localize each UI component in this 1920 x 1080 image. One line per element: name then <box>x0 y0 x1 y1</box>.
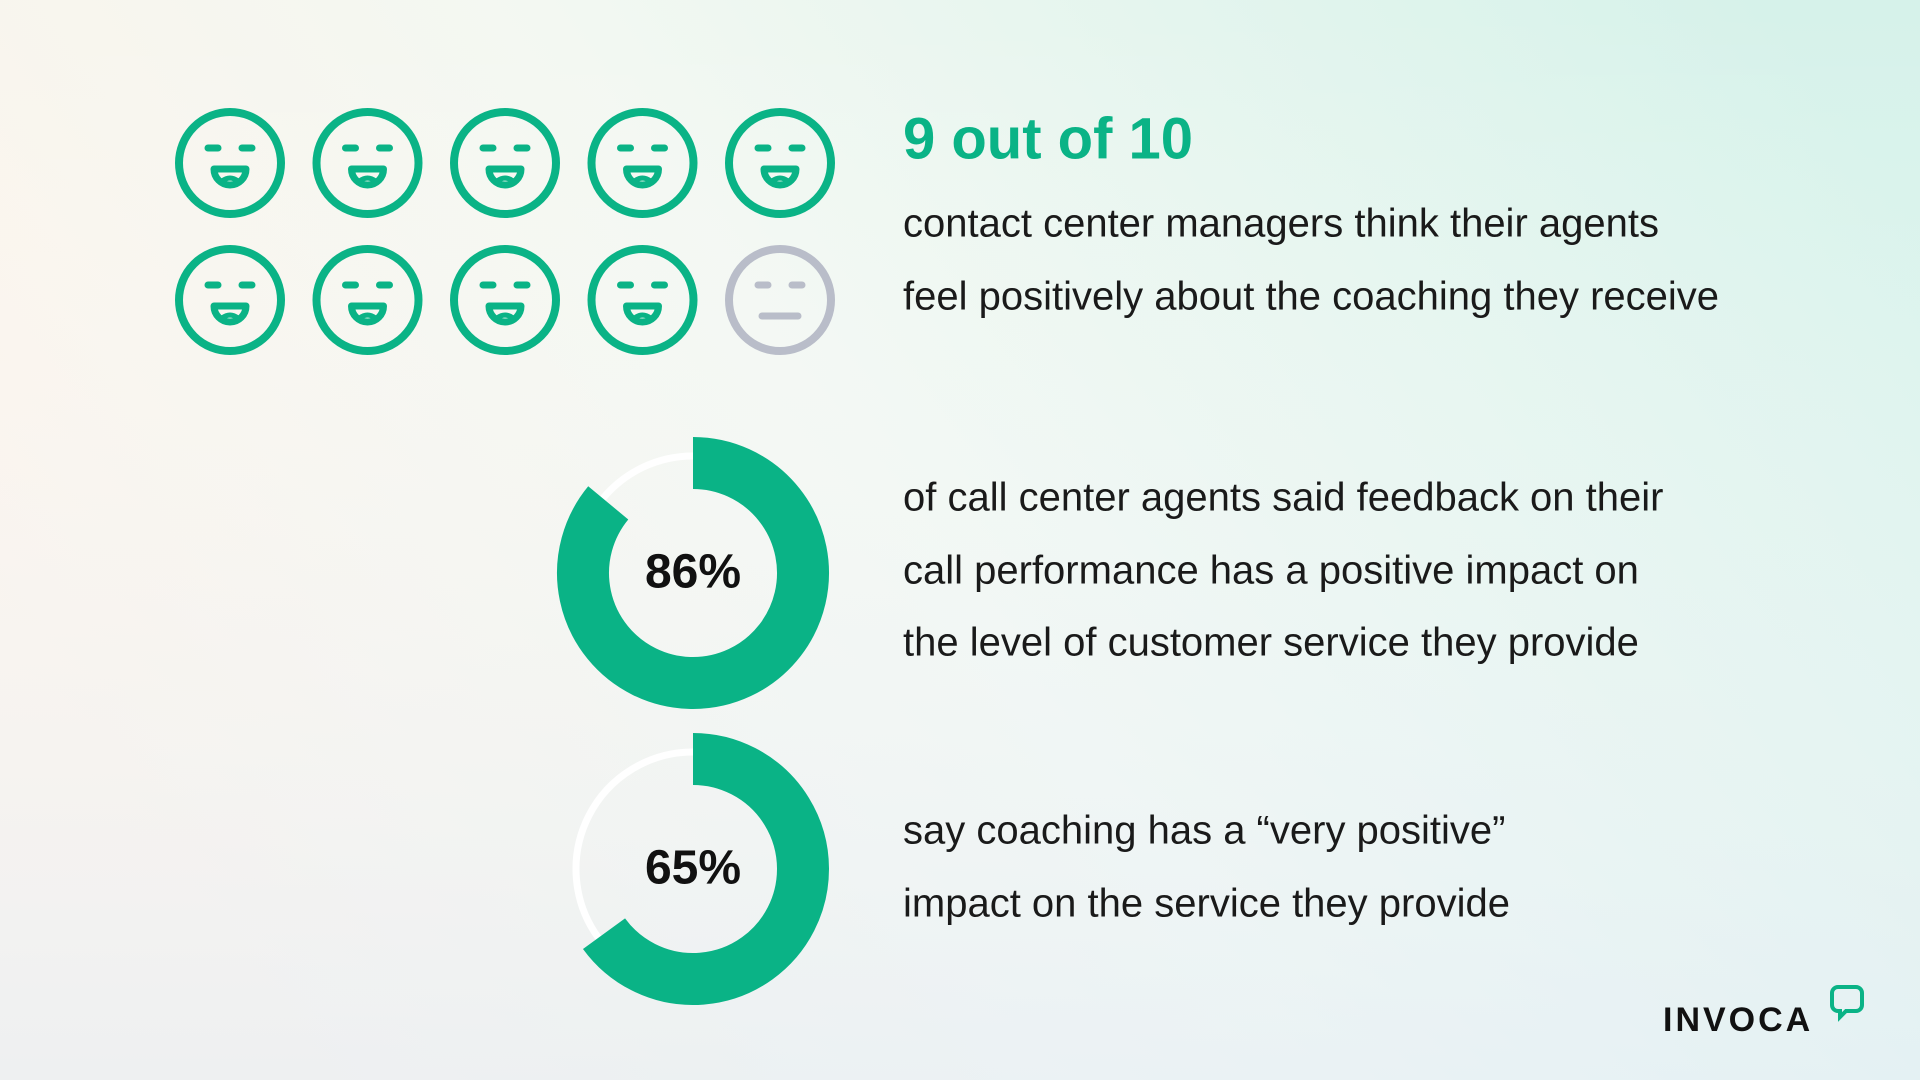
donut-group: 86% of call center agents said feedback o… <box>557 437 1663 1005</box>
statement-line: contact center managers think their agen… <box>903 202 1659 246</box>
donut-description: call performance has a positive impact o… <box>903 549 1639 593</box>
donut-label: 86% <box>645 546 741 599</box>
donut-arc <box>583 733 829 1005</box>
donut-remainder <box>572 748 693 940</box>
donut-description: impact on the service they provide <box>903 882 1510 926</box>
smiley-grid <box>175 108 835 355</box>
face-outline <box>450 245 560 355</box>
tongue <box>357 175 378 184</box>
tongue <box>494 175 516 184</box>
face-outline <box>587 245 698 355</box>
tongue <box>769 175 791 184</box>
happy-face <box>725 108 835 218</box>
happy-face <box>587 108 698 218</box>
mouth <box>210 302 250 326</box>
donut-remainder <box>600 452 694 501</box>
mouth <box>485 165 525 189</box>
face-outline <box>175 108 285 218</box>
mouth <box>485 302 525 326</box>
happy-face <box>312 245 423 355</box>
logo: INVOCA <box>1663 985 1864 1039</box>
tongue <box>632 175 653 184</box>
face-outline <box>175 245 285 355</box>
donut-arc <box>557 437 829 709</box>
logo-bubble <box>1830 985 1864 1022</box>
tongue <box>632 312 653 321</box>
donut-description: the level of customer service they provi… <box>903 621 1639 665</box>
mouth <box>623 302 662 326</box>
mouth <box>760 165 800 189</box>
neutral-face <box>725 245 835 355</box>
statement-line: feel positively about the coaching they … <box>903 275 1719 319</box>
face-outline <box>587 108 698 218</box>
face-outline <box>450 108 560 218</box>
donut-label: 65% <box>645 842 741 895</box>
tongue <box>219 175 241 184</box>
mouth <box>623 165 662 189</box>
happy-face <box>450 108 560 218</box>
happy-face <box>175 245 285 355</box>
happy-face <box>450 245 560 355</box>
tongue <box>494 312 516 321</box>
face-outline <box>312 245 423 355</box>
donut-description: say coaching has a “very positive” <box>903 809 1506 853</box>
happy-face <box>587 245 698 355</box>
face-outline <box>312 108 423 218</box>
tongue <box>219 312 241 321</box>
face-outline <box>725 245 835 355</box>
face-outline <box>725 108 835 218</box>
mouth <box>348 302 387 326</box>
mouth <box>210 165 250 189</box>
happy-face <box>175 108 285 218</box>
donut-description: of call center agents said feedback on t… <box>903 476 1663 520</box>
happy-face <box>312 108 423 218</box>
headline: 9 out of 10 <box>903 106 1193 171</box>
mouth <box>348 165 387 189</box>
logo-text: INVOCA <box>1663 1001 1813 1039</box>
tongue <box>357 312 378 321</box>
